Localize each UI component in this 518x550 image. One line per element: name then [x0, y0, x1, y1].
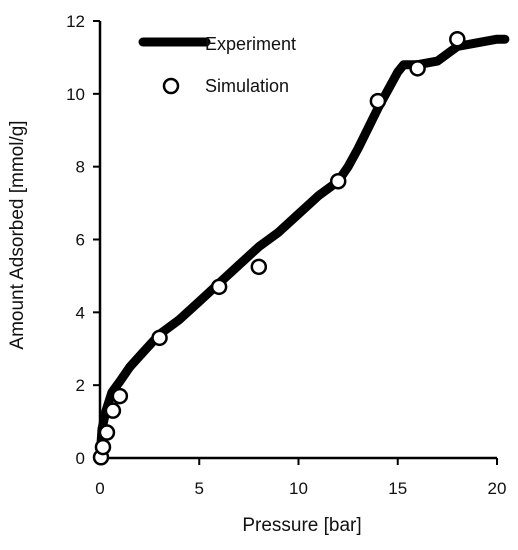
y-tick-label: 0	[76, 449, 85, 468]
simulation-point	[111, 387, 129, 405]
simulation-point	[250, 258, 268, 276]
y-tick-label: 4	[76, 303, 85, 322]
legend-simulation-marker	[162, 77, 180, 95]
x-tick-label: 10	[289, 479, 308, 498]
x-tick-label: 5	[195, 479, 204, 498]
simulation-point	[210, 278, 228, 296]
y-tick-label: 6	[76, 231, 85, 250]
simulation-point	[329, 172, 347, 190]
y-tick-label: 8	[76, 158, 85, 177]
x-tick-label: 20	[488, 479, 507, 498]
simulation-point	[104, 402, 122, 419]
y-tick-label: 10	[66, 85, 85, 104]
x-axis-label: Pressure [bar]	[242, 515, 361, 536]
simulation-point	[94, 438, 112, 456]
experiment-series-line	[95, 34, 510, 463]
x-tick-label: 15	[388, 479, 407, 498]
y-ticks: 0 2 4 6 8 10 12	[66, 12, 100, 468]
axes	[98, 21, 497, 460]
legend: Experiment Simulation	[138, 34, 296, 96]
simulation-point	[409, 60, 426, 77]
simulation-point	[449, 30, 466, 48]
x-tick-label: 0	[95, 479, 104, 498]
simulation-point	[369, 92, 387, 110]
legend-simulation-label: Simulation	[205, 76, 289, 96]
y-axis-label: Amount Adsorbed [mmol/g]	[7, 120, 28, 349]
y-tick-label: 2	[76, 376, 85, 395]
simulation-point	[98, 424, 116, 441]
legend-experiment-label: Experiment	[205, 34, 296, 54]
x-ticks: 0 5 10 15 20	[95, 458, 506, 498]
y-tick-label: 12	[66, 12, 85, 31]
simulation-point	[151, 329, 168, 347]
simulation-series-points	[92, 30, 466, 466]
